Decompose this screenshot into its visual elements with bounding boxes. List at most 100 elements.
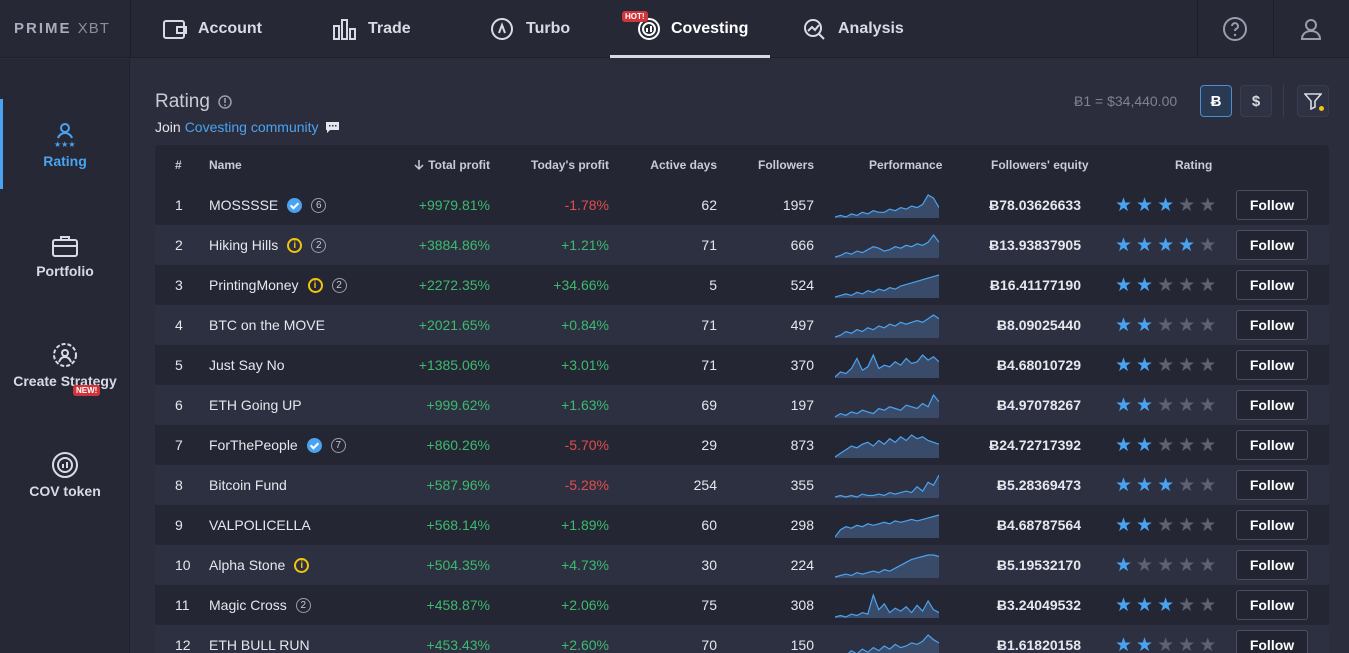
trader-name-cell[interactable]: Alpha Stone i xyxy=(209,545,409,585)
trader-name-cell[interactable]: Hiking Hills i 2 xyxy=(209,225,409,265)
table-row[interactable]: 4 BTC on the MOVE +2021.65% +0.84% 71 497 Ƀ8.0… xyxy=(155,305,1329,345)
nav-account[interactable]: Account xyxy=(162,0,262,58)
total-profit-cell: +504.35% xyxy=(426,557,490,573)
active-days-cell: 62 xyxy=(701,197,717,213)
main-content: Rating Join Covesting community Ƀ1 = $34… xyxy=(130,59,1349,653)
table-row[interactable]: 6 ETH Going UP +999.62% +1.63% 69 197 Ƀ4.97078… xyxy=(155,385,1329,425)
trader-name-cell[interactable]: Just Say No xyxy=(209,345,409,385)
trader-name-cell[interactable]: VALPOLICELLA xyxy=(209,505,409,545)
star-icon: ★ xyxy=(1199,594,1217,616)
follow-button[interactable]: Follow xyxy=(1236,230,1308,260)
follow-button[interactable]: Follow xyxy=(1236,510,1308,540)
profile-button[interactable] xyxy=(1273,0,1349,58)
trader-name[interactable]: PrintingMoney xyxy=(209,277,299,293)
follow-button[interactable]: Follow xyxy=(1236,430,1308,460)
column-total-profit[interactable]: Total profit xyxy=(375,145,490,185)
follow-button[interactable]: Follow xyxy=(1236,390,1308,420)
followers-cell: 197 xyxy=(790,397,814,413)
table-row[interactable]: 5 Just Say No +1385.06% +3.01% 71 370 Ƀ4.68010… xyxy=(155,345,1329,385)
follow-button[interactable]: Follow xyxy=(1236,350,1308,380)
nav-covesting[interactable]: Covesting xyxy=(637,0,748,58)
table-row[interactable]: 7 ForThePeople 7 +860.26% -5.70% 29 873 Ƀ24.727… xyxy=(155,425,1329,465)
rating-stars: ★ ★ ★ ★ ★ xyxy=(1115,585,1217,625)
trader-name-cell[interactable]: MOSSSSE 6 xyxy=(209,185,409,225)
trader-name-cell[interactable]: ETH BULL RUN xyxy=(209,625,409,653)
sidebar-item-label: Portfolio xyxy=(36,263,94,279)
column-rank[interactable]: # xyxy=(175,158,182,172)
trader-name[interactable]: Bitcoin Fund xyxy=(209,477,287,493)
column-active-days[interactable]: Active days xyxy=(650,158,717,172)
nav-analysis[interactable]: Analysis xyxy=(802,0,904,58)
trader-name[interactable]: Magic Cross xyxy=(209,597,287,613)
filter-button[interactable] xyxy=(1297,85,1329,117)
performance-sparkline xyxy=(835,345,939,385)
table-row[interactable]: 9 VALPOLICELLA +568.14% +1.89% 60 298 Ƀ4.68787… xyxy=(155,505,1329,545)
column-name[interactable]: Name xyxy=(209,158,242,172)
nav-turbo[interactable]: Turbo xyxy=(490,0,570,58)
star-icon: ★ xyxy=(1178,234,1196,256)
trader-name[interactable]: ETH Going UP xyxy=(209,397,302,413)
rating-stars: ★ ★ ★ ★ ★ xyxy=(1115,185,1216,225)
table-row[interactable]: 3 PrintingMoney i 2 +2272.35% +34.66% 5 524 Ƀ16.… xyxy=(155,265,1329,305)
star-icon: ★ xyxy=(1136,474,1154,496)
table-row[interactable]: 10 Alpha Stone i +504.35% +4.73% 30 224 Ƀ5.1953… xyxy=(155,545,1329,585)
star-icon: ★ xyxy=(1178,314,1196,336)
trader-name[interactable]: Just Say No xyxy=(209,357,285,373)
table-row[interactable]: 2 Hiking Hills i 2 +3884.86% +1.21% 71 666 Ƀ13.9… xyxy=(155,225,1329,265)
svg-text:★★★: ★★★ xyxy=(54,140,76,149)
star-icon: ★ xyxy=(1115,314,1133,336)
prime-xbt-logo[interactable]: PRIME XBT xyxy=(14,20,110,37)
table-row[interactable]: 11 Magic Cross 2 +458.87% +2.06% 75 308 Ƀ3.2404… xyxy=(155,585,1329,625)
trader-name[interactable]: MOSSSSE xyxy=(209,197,279,213)
info-icon[interactable] xyxy=(218,95,232,109)
filter-active-dot xyxy=(1319,106,1324,111)
sidebar-item-rating[interactable]: ★★★ Rating xyxy=(0,99,130,189)
follow-button[interactable]: Follow xyxy=(1236,310,1308,340)
trader-name-cell[interactable]: ForThePeople 7 xyxy=(209,425,409,465)
todays-profit-cell: +34.66% xyxy=(553,277,609,293)
performance-chart xyxy=(835,474,939,498)
column-performance: Performance xyxy=(869,158,943,172)
nav-account-label: Account xyxy=(198,20,262,37)
column-followers-equity[interactable]: Followers' equity xyxy=(991,158,1089,172)
covesting-community-link[interactable]: Covesting community xyxy=(184,119,319,135)
nav-turbo-label: Turbo xyxy=(526,20,571,37)
column-followers[interactable]: Followers xyxy=(757,158,814,172)
trader-name[interactable]: ETH BULL RUN xyxy=(209,637,310,653)
trader-name[interactable]: BTC on the MOVE xyxy=(209,317,325,333)
follow-button[interactable]: Follow xyxy=(1236,190,1308,220)
currency-usd-button[interactable]: $ xyxy=(1240,85,1272,117)
active-days-cell: 5 xyxy=(709,277,717,293)
trader-name-cell[interactable]: ETH Going UP xyxy=(209,385,409,425)
trader-name-cell[interactable]: Magic Cross 2 xyxy=(209,585,409,625)
trader-name-cell[interactable]: Bitcoin Fund xyxy=(209,465,409,505)
sidebar-item-create-strategy[interactable]: Create Strategy xyxy=(0,319,130,409)
follow-button[interactable]: Follow xyxy=(1236,630,1308,653)
follow-button[interactable]: Follow xyxy=(1236,590,1308,620)
verified-icon xyxy=(287,197,303,213)
trader-name-cell[interactable]: BTC on the MOVE xyxy=(209,305,409,345)
trader-name[interactable]: Hiking Hills xyxy=(209,237,279,253)
sidebar-item-cov-token[interactable]: COV token xyxy=(0,429,130,519)
star-icon: ★ xyxy=(1178,634,1196,653)
follow-button[interactable]: Follow xyxy=(1236,270,1308,300)
trader-name[interactable]: ForThePeople xyxy=(209,437,298,453)
column-todays-profit[interactable]: Today's profit xyxy=(531,158,609,172)
trader-name[interactable]: Alpha Stone xyxy=(209,557,286,573)
follow-button[interactable]: Follow xyxy=(1236,470,1308,500)
active-days-cell: 70 xyxy=(701,637,717,653)
column-rating[interactable]: Rating xyxy=(1175,158,1213,172)
table-row[interactable]: 12 ETH BULL RUN +453.43% +2.60% 70 150 Ƀ1.6182… xyxy=(155,625,1329,653)
table-row[interactable]: 1 MOSSSSE 6 +9979.81% -1.78% 62 1957 Ƀ78.036266… xyxy=(155,185,1329,225)
follow-button[interactable]: Follow xyxy=(1236,550,1308,580)
help-button[interactable] xyxy=(1197,0,1273,58)
top-navigation-bar: PRIME XBT Account Trade Turbo Covesting … xyxy=(0,0,1349,58)
sidebar-item-portfolio[interactable]: Portfolio xyxy=(0,209,130,299)
trader-name[interactable]: VALPOLICELLA xyxy=(209,517,311,533)
currency-btc-button[interactable]: Ƀ xyxy=(1200,85,1232,117)
table-row[interactable]: 8 Bitcoin Fund +587.96% -5.28% 254 355 Ƀ5.2836… xyxy=(155,465,1329,505)
performance-sparkline xyxy=(835,505,939,545)
trader-name-cell[interactable]: PrintingMoney i 2 xyxy=(209,265,409,305)
active-days-cell: 60 xyxy=(701,517,717,533)
nav-trade[interactable]: Trade xyxy=(332,0,411,58)
